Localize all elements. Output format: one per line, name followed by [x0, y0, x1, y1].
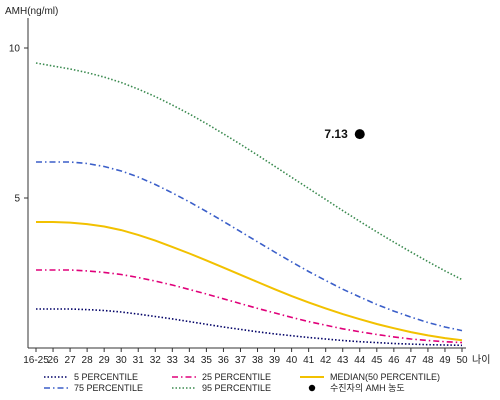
x-tick-label: 37	[235, 355, 247, 366]
x-tick-label: 50	[456, 355, 468, 366]
x-axis-title: 나이	[472, 354, 490, 366]
legend-label: 75 PERCENTILE	[74, 383, 143, 393]
x-tick-label: 36	[218, 355, 230, 366]
x-tick-label: 28	[82, 355, 94, 366]
legend-label: MEDIAN(50 PERCENTILE)	[330, 372, 440, 382]
x-tick-label: 38	[252, 355, 264, 366]
series-line	[35, 62, 463, 281]
patient-point	[354, 129, 365, 140]
patient-value-label: 7.13	[324, 127, 348, 141]
x-tick-label: 35	[201, 355, 213, 366]
legend-label: 95 PERCENTILE	[202, 383, 271, 393]
x-tick-label: 41	[303, 355, 315, 366]
y-tick-label: 5	[14, 194, 20, 205]
y-axis-title: AMH(ng/ml)	[5, 6, 58, 17]
legend: 5 PERCENTILE 25 PERCENTILE MEDIAN(50 PERCE…	[44, 372, 440, 393]
x-tick-label: 48	[422, 355, 434, 366]
x-tick-label: 26	[47, 355, 59, 366]
series-lines	[35, 62, 463, 347]
x-tick-label: 31	[133, 355, 145, 366]
y-tick-label: 10	[9, 44, 21, 55]
x-tick-label: 40	[286, 355, 298, 366]
x-tick-label: 16-25	[23, 355, 49, 366]
series-line	[36, 269, 463, 344]
axes: AMH(ng/ml) 나이	[5, 6, 490, 366]
x-tick-label: 34	[184, 355, 196, 366]
x-tick-label: 45	[371, 355, 383, 366]
x-tick-label: 46	[388, 355, 400, 366]
x-tick-label: 47	[405, 355, 417, 366]
x-tick-label: 27	[65, 355, 77, 366]
x-tick-label: 33	[167, 355, 179, 366]
x-tick-label: 30	[116, 355, 128, 366]
x-tick-label: 29	[99, 355, 111, 366]
x-tick-label: 43	[337, 355, 349, 366]
legend-marker	[308, 384, 316, 392]
series-line	[36, 308, 463, 347]
x-tick-label: 42	[320, 355, 332, 366]
y-ticks: 5 10	[9, 44, 28, 205]
legend-label: 5 PERCENTILE	[74, 372, 138, 382]
legend-label: 25 PERCENTILE	[202, 372, 271, 382]
x-tick-label: 39	[269, 355, 281, 366]
x-tick-label: 49	[439, 355, 451, 366]
series-line	[36, 161, 463, 332]
legend-label: 수진자의 AMH 농도	[330, 383, 405, 393]
x-tick-label: 32	[150, 355, 162, 366]
series-line	[36, 221, 463, 342]
x-tick-label: 44	[354, 355, 366, 366]
patient-marker: 7.13	[324, 127, 365, 141]
